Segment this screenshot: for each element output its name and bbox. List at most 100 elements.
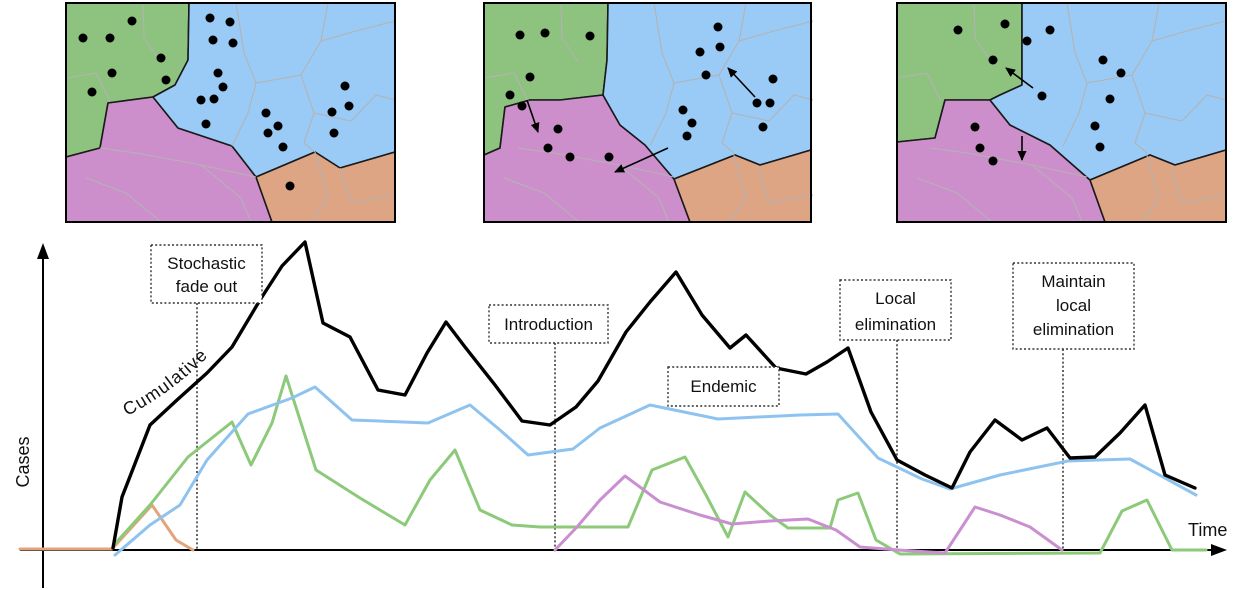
case-dot <box>713 22 723 32</box>
case-dot <box>273 121 283 131</box>
case-dot <box>517 101 527 111</box>
maintain-local-elimination-annotation: Maintain local elimination <box>1012 262 1135 350</box>
case-dot <box>540 28 550 38</box>
annotation-box <box>667 366 780 407</box>
case-dot <box>1000 19 1010 29</box>
annotation-line: Stochastic <box>167 254 246 273</box>
movement-arrow <box>526 99 540 133</box>
case-dot <box>107 68 117 78</box>
map-panel-1 <box>65 2 396 223</box>
annotation-box <box>1012 262 1135 350</box>
case-dot <box>515 30 525 40</box>
annotation-line: Maintain <box>1041 272 1105 291</box>
endemic-annotation: Endemic <box>667 366 780 407</box>
y-axis-label: Cases <box>13 436 33 487</box>
case-dot <box>105 33 115 43</box>
case-dot <box>701 70 711 80</box>
case-dot <box>505 90 515 100</box>
case-dot <box>988 55 998 65</box>
case-dot <box>765 98 775 108</box>
introduction-annotation: Introduction <box>488 304 609 344</box>
case-dot <box>768 74 778 84</box>
y-axis-arrowhead <box>37 243 49 259</box>
case-dot <box>228 38 238 48</box>
case-dot <box>156 53 166 63</box>
annotation-box <box>488 304 609 344</box>
purple-series-line <box>553 474 1064 555</box>
map2-case-dots <box>505 22 778 162</box>
case-dot <box>970 122 980 132</box>
case-dot <box>1095 142 1105 152</box>
annotation-line: elimination <box>855 315 936 334</box>
case-dot <box>161 75 171 85</box>
movement-arrow <box>727 67 756 98</box>
annotation-line: Introduction <box>504 315 593 334</box>
case-dot <box>1045 25 1055 35</box>
annotation-line: Endemic <box>690 377 757 396</box>
case-dot <box>205 13 215 23</box>
case-dot <box>1022 36 1032 46</box>
case-dot <box>553 124 563 134</box>
case-dot <box>585 31 595 41</box>
cumulative-series-line <box>111 240 1197 550</box>
orange-series-line <box>18 503 195 552</box>
case-dot <box>340 81 350 91</box>
x-axis-arrowhead <box>1211 544 1227 556</box>
map1-frame <box>65 2 396 223</box>
case-dot <box>78 33 88 43</box>
x-axis-label: Time <box>1188 520 1227 540</box>
cases-over-time-plot: Cumulative Stochastic fade out Introduct… <box>13 240 1227 588</box>
case-dot <box>1098 55 1108 65</box>
case-dot <box>218 82 228 92</box>
case-dot <box>263 128 273 138</box>
case-dot <box>682 131 692 141</box>
case-dot <box>565 152 575 162</box>
case-dot <box>344 101 354 111</box>
annotation-line: fade out <box>176 277 238 296</box>
local-elimination-annotation: Local elimination <box>839 279 952 341</box>
case-dot <box>752 98 762 108</box>
annotation-box <box>150 244 263 304</box>
case-dot <box>953 25 963 35</box>
case-dot <box>975 143 985 153</box>
case-dot <box>715 42 725 52</box>
case-dot <box>329 128 339 138</box>
annotation-line: local <box>1056 296 1091 315</box>
case-dot <box>1090 121 1100 131</box>
case-dot <box>196 95 206 105</box>
movement-arrow <box>614 147 669 173</box>
movement-arrow <box>1005 67 1034 89</box>
case-dot <box>278 142 288 152</box>
map3-movement-arrows <box>1005 67 1034 161</box>
map2-movement-arrows <box>526 67 756 173</box>
blue-series-line <box>113 385 1198 557</box>
case-dot <box>201 119 211 129</box>
case-dot <box>285 181 295 191</box>
case-dot <box>687 118 697 128</box>
case-dot <box>525 72 535 82</box>
map3-frame <box>896 2 1227 223</box>
case-dot <box>678 105 688 115</box>
case-dot <box>87 87 97 97</box>
map2-frame <box>483 2 812 223</box>
map3-case-dots <box>953 19 1126 166</box>
case-dot <box>1037 91 1047 101</box>
case-dot <box>758 122 768 132</box>
annotation-line: elimination <box>1033 320 1114 339</box>
case-dot <box>988 156 998 166</box>
map1-case-dots <box>78 13 354 191</box>
stochastic-fade-out-annotation: Stochastic fade out <box>150 244 263 304</box>
case-dot <box>1105 94 1115 104</box>
case-dot <box>208 35 218 45</box>
case-dot <box>127 16 137 26</box>
case-dot <box>261 108 271 118</box>
annotation-box <box>839 279 952 341</box>
case-dot <box>604 152 614 162</box>
case-dot <box>209 94 219 104</box>
annotation-line: Local <box>875 289 916 308</box>
case-dot <box>327 107 337 117</box>
case-dot <box>695 47 705 57</box>
map-panel-2 <box>483 2 814 223</box>
case-dot <box>1116 68 1126 78</box>
